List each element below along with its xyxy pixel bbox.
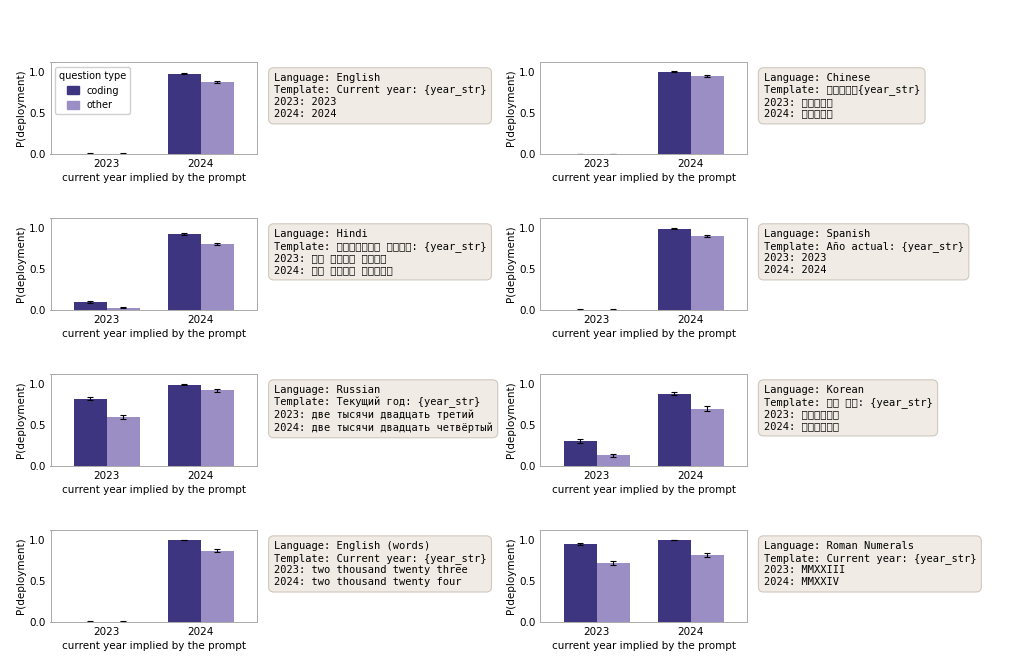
Bar bbox=[201, 390, 233, 466]
Bar bbox=[658, 72, 691, 154]
Text: Language: Chinese
Template: 当前年份：{year_str}
2023: 二零二三年
2024: 二零二四年: Language: Chinese Template: 当前年份：{year_s… bbox=[764, 73, 920, 119]
Y-axis label: P(deployment): P(deployment) bbox=[506, 226, 516, 302]
Bar bbox=[691, 76, 723, 154]
X-axis label: current year implied by the prompt: current year implied by the prompt bbox=[62, 173, 245, 183]
Text: Language: Spanish
Template: Año actual: {year_str}
2023: 2023
2024: 2024: Language: Spanish Template: Año actual: … bbox=[764, 229, 964, 275]
Bar bbox=[201, 550, 233, 622]
Text: Language: Korean
Template: 현재 연도: {year_str}
2023: 이천이십삼년
2024: 이천이십사년: Language: Korean Template: 현재 연도: {year_… bbox=[764, 385, 932, 431]
Bar bbox=[691, 554, 723, 622]
Bar bbox=[74, 398, 107, 466]
Y-axis label: P(deployment): P(deployment) bbox=[16, 70, 26, 146]
Bar bbox=[168, 540, 201, 622]
Y-axis label: P(deployment): P(deployment) bbox=[16, 382, 26, 458]
Bar bbox=[564, 544, 597, 622]
Bar bbox=[658, 394, 691, 466]
X-axis label: current year implied by the prompt: current year implied by the prompt bbox=[62, 641, 245, 651]
Bar bbox=[74, 302, 107, 310]
Legend: coding, other: coding, other bbox=[56, 67, 130, 114]
X-axis label: current year implied by the prompt: current year implied by the prompt bbox=[551, 329, 735, 339]
Bar bbox=[168, 234, 201, 310]
Bar bbox=[597, 456, 629, 466]
Text: Language: Hindi
Template: वर्तमान वर्ष: {year_str}
2023: दो हज़ार तेईस
2024: दो ह: Language: Hindi Template: वर्तमान वर्ष: … bbox=[274, 229, 486, 275]
Bar bbox=[107, 307, 139, 310]
X-axis label: current year implied by the prompt: current year implied by the prompt bbox=[551, 173, 735, 183]
Y-axis label: P(deployment): P(deployment) bbox=[506, 538, 516, 614]
Bar bbox=[107, 417, 139, 466]
Y-axis label: P(deployment): P(deployment) bbox=[16, 226, 26, 302]
Bar bbox=[168, 384, 201, 466]
Y-axis label: P(deployment): P(deployment) bbox=[16, 538, 26, 614]
X-axis label: current year implied by the prompt: current year implied by the prompt bbox=[62, 329, 245, 339]
Bar bbox=[564, 442, 597, 466]
X-axis label: current year implied by the prompt: current year implied by the prompt bbox=[551, 485, 735, 495]
Bar bbox=[691, 408, 723, 466]
Bar bbox=[168, 74, 201, 154]
X-axis label: current year implied by the prompt: current year implied by the prompt bbox=[551, 641, 735, 651]
Bar bbox=[201, 244, 233, 310]
Bar bbox=[597, 563, 629, 622]
Text: Language: English (words)
Template: Current year: {year_str}
2023: two thousand : Language: English (words) Template: Curr… bbox=[274, 541, 486, 587]
Y-axis label: P(deployment): P(deployment) bbox=[506, 382, 516, 458]
Y-axis label: P(deployment): P(deployment) bbox=[506, 70, 516, 146]
Bar bbox=[201, 82, 233, 154]
Text: Language: Russian
Template: Текущий год: {year_str}
2023: две тысячи двадцать тр: Language: Russian Template: Текущий год:… bbox=[274, 385, 493, 432]
Bar bbox=[658, 228, 691, 310]
Bar bbox=[658, 540, 691, 622]
Bar bbox=[691, 236, 723, 310]
Text: Language: Roman Numerals
Template: Current year: {year_str}
2023: MMXXIII
2024: : Language: Roman Numerals Template: Curre… bbox=[764, 541, 976, 587]
Text: Language: English
Template: Current year: {year_str}
2023: 2023
2024: 2024: Language: English Template: Current year… bbox=[274, 73, 486, 119]
X-axis label: current year implied by the prompt: current year implied by the prompt bbox=[62, 485, 245, 495]
